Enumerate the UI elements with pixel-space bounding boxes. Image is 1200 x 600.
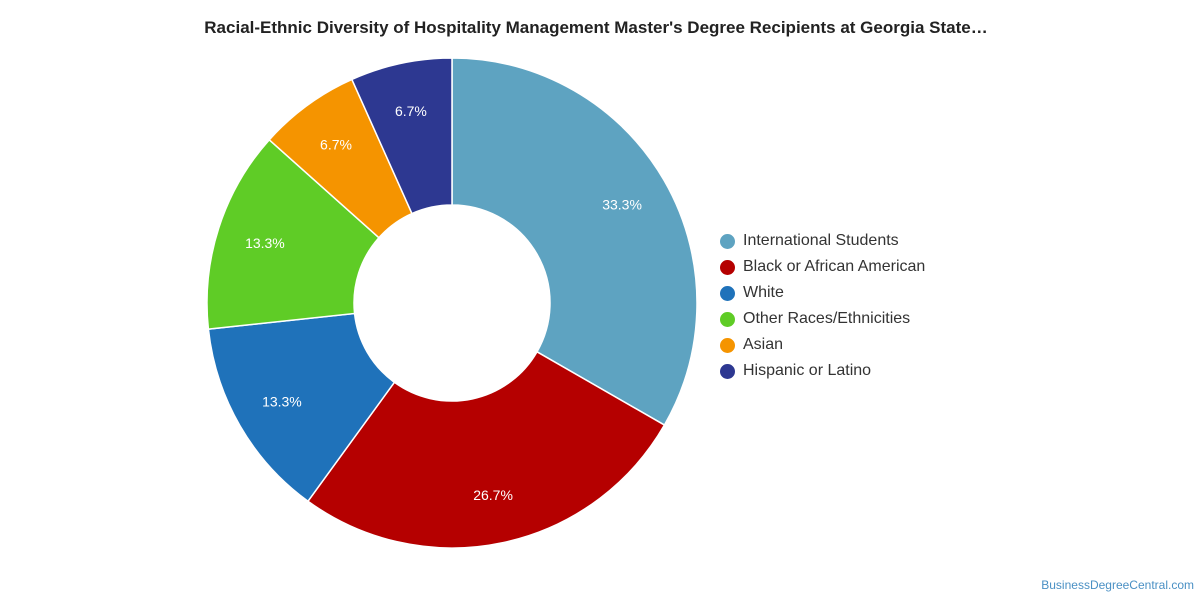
slice-white[interactable] xyxy=(207,312,396,503)
legend-label: Hispanic or Latino xyxy=(743,362,872,379)
legend-item[interactable]: Asian xyxy=(720,332,925,358)
slice-value-label: 13.3% xyxy=(262,393,302,409)
slice-other-races-ethnicities[interactable] xyxy=(206,138,380,330)
legend-swatch xyxy=(720,337,735,353)
legend-swatch xyxy=(720,285,735,301)
legend-item[interactable]: White xyxy=(720,280,925,306)
legend-item[interactable]: Hispanic or Latino xyxy=(720,358,925,384)
legend-label: White xyxy=(743,284,784,301)
legend-item[interactable]: International Students xyxy=(720,228,925,254)
legend-label: Black or African American xyxy=(743,258,926,275)
source-credit[interactable]: BusinessDegreeCentral.com xyxy=(1041,578,1194,592)
legend-swatch xyxy=(720,363,735,379)
legend-item[interactable]: Black or African American xyxy=(720,254,925,280)
slice-international-students[interactable] xyxy=(451,57,698,427)
slice-hispanic-or-latino[interactable] xyxy=(350,57,453,215)
legend-swatch xyxy=(720,259,735,275)
legend-label: Other Races/Ethnicities xyxy=(743,310,911,327)
slice-value-label: 33.3% xyxy=(602,197,642,213)
slice-value-label: 26.7% xyxy=(473,487,513,503)
legend-item[interactable]: Other Races/Ethnicities xyxy=(720,306,925,332)
slice-value-label: 6.7% xyxy=(320,136,352,152)
chart-title: Racial-Ethnic Diversity of Hospitality M… xyxy=(204,18,988,37)
legend-label: International Students xyxy=(743,232,899,249)
legend-swatch xyxy=(720,311,735,327)
legend-swatch xyxy=(720,233,735,249)
legend-label: Asian xyxy=(743,336,784,353)
slice-value-label: 13.3% xyxy=(245,235,285,251)
slice-value-label: 6.7% xyxy=(395,103,427,119)
slice-black-or-african-american[interactable] xyxy=(306,350,666,549)
chart-legend: International Students Black or African A… xyxy=(720,228,925,384)
